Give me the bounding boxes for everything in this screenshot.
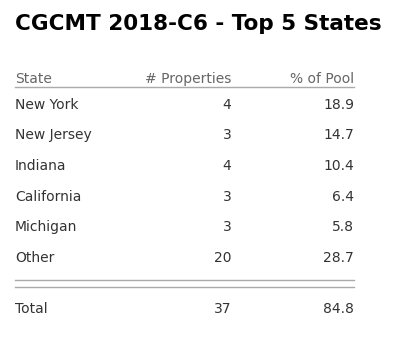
Text: CGCMT 2018-C6 - Top 5 States: CGCMT 2018-C6 - Top 5 States [15,14,382,34]
Text: Total: Total [15,302,47,316]
Text: 4: 4 [223,98,231,112]
Text: New Jersey: New Jersey [15,128,92,143]
Text: State: State [15,71,52,86]
Text: 18.9: 18.9 [323,98,354,112]
Text: 4: 4 [223,159,231,173]
Text: % of Pool: % of Pool [290,71,354,86]
Text: Michigan: Michigan [15,220,77,234]
Text: 37: 37 [214,302,231,316]
Text: 6.4: 6.4 [332,189,354,204]
Text: Other: Other [15,251,54,265]
Text: Indiana: Indiana [15,159,66,173]
Text: 14.7: 14.7 [323,128,354,143]
Text: 10.4: 10.4 [323,159,354,173]
Text: 3: 3 [223,189,231,204]
Text: 3: 3 [223,128,231,143]
Text: California: California [15,189,81,204]
Text: 3: 3 [223,220,231,234]
Text: # Properties: # Properties [145,71,231,86]
Text: New York: New York [15,98,79,112]
Text: 20: 20 [214,251,231,265]
Text: 5.8: 5.8 [332,220,354,234]
Text: 28.7: 28.7 [323,251,354,265]
Text: 84.8: 84.8 [323,302,354,316]
